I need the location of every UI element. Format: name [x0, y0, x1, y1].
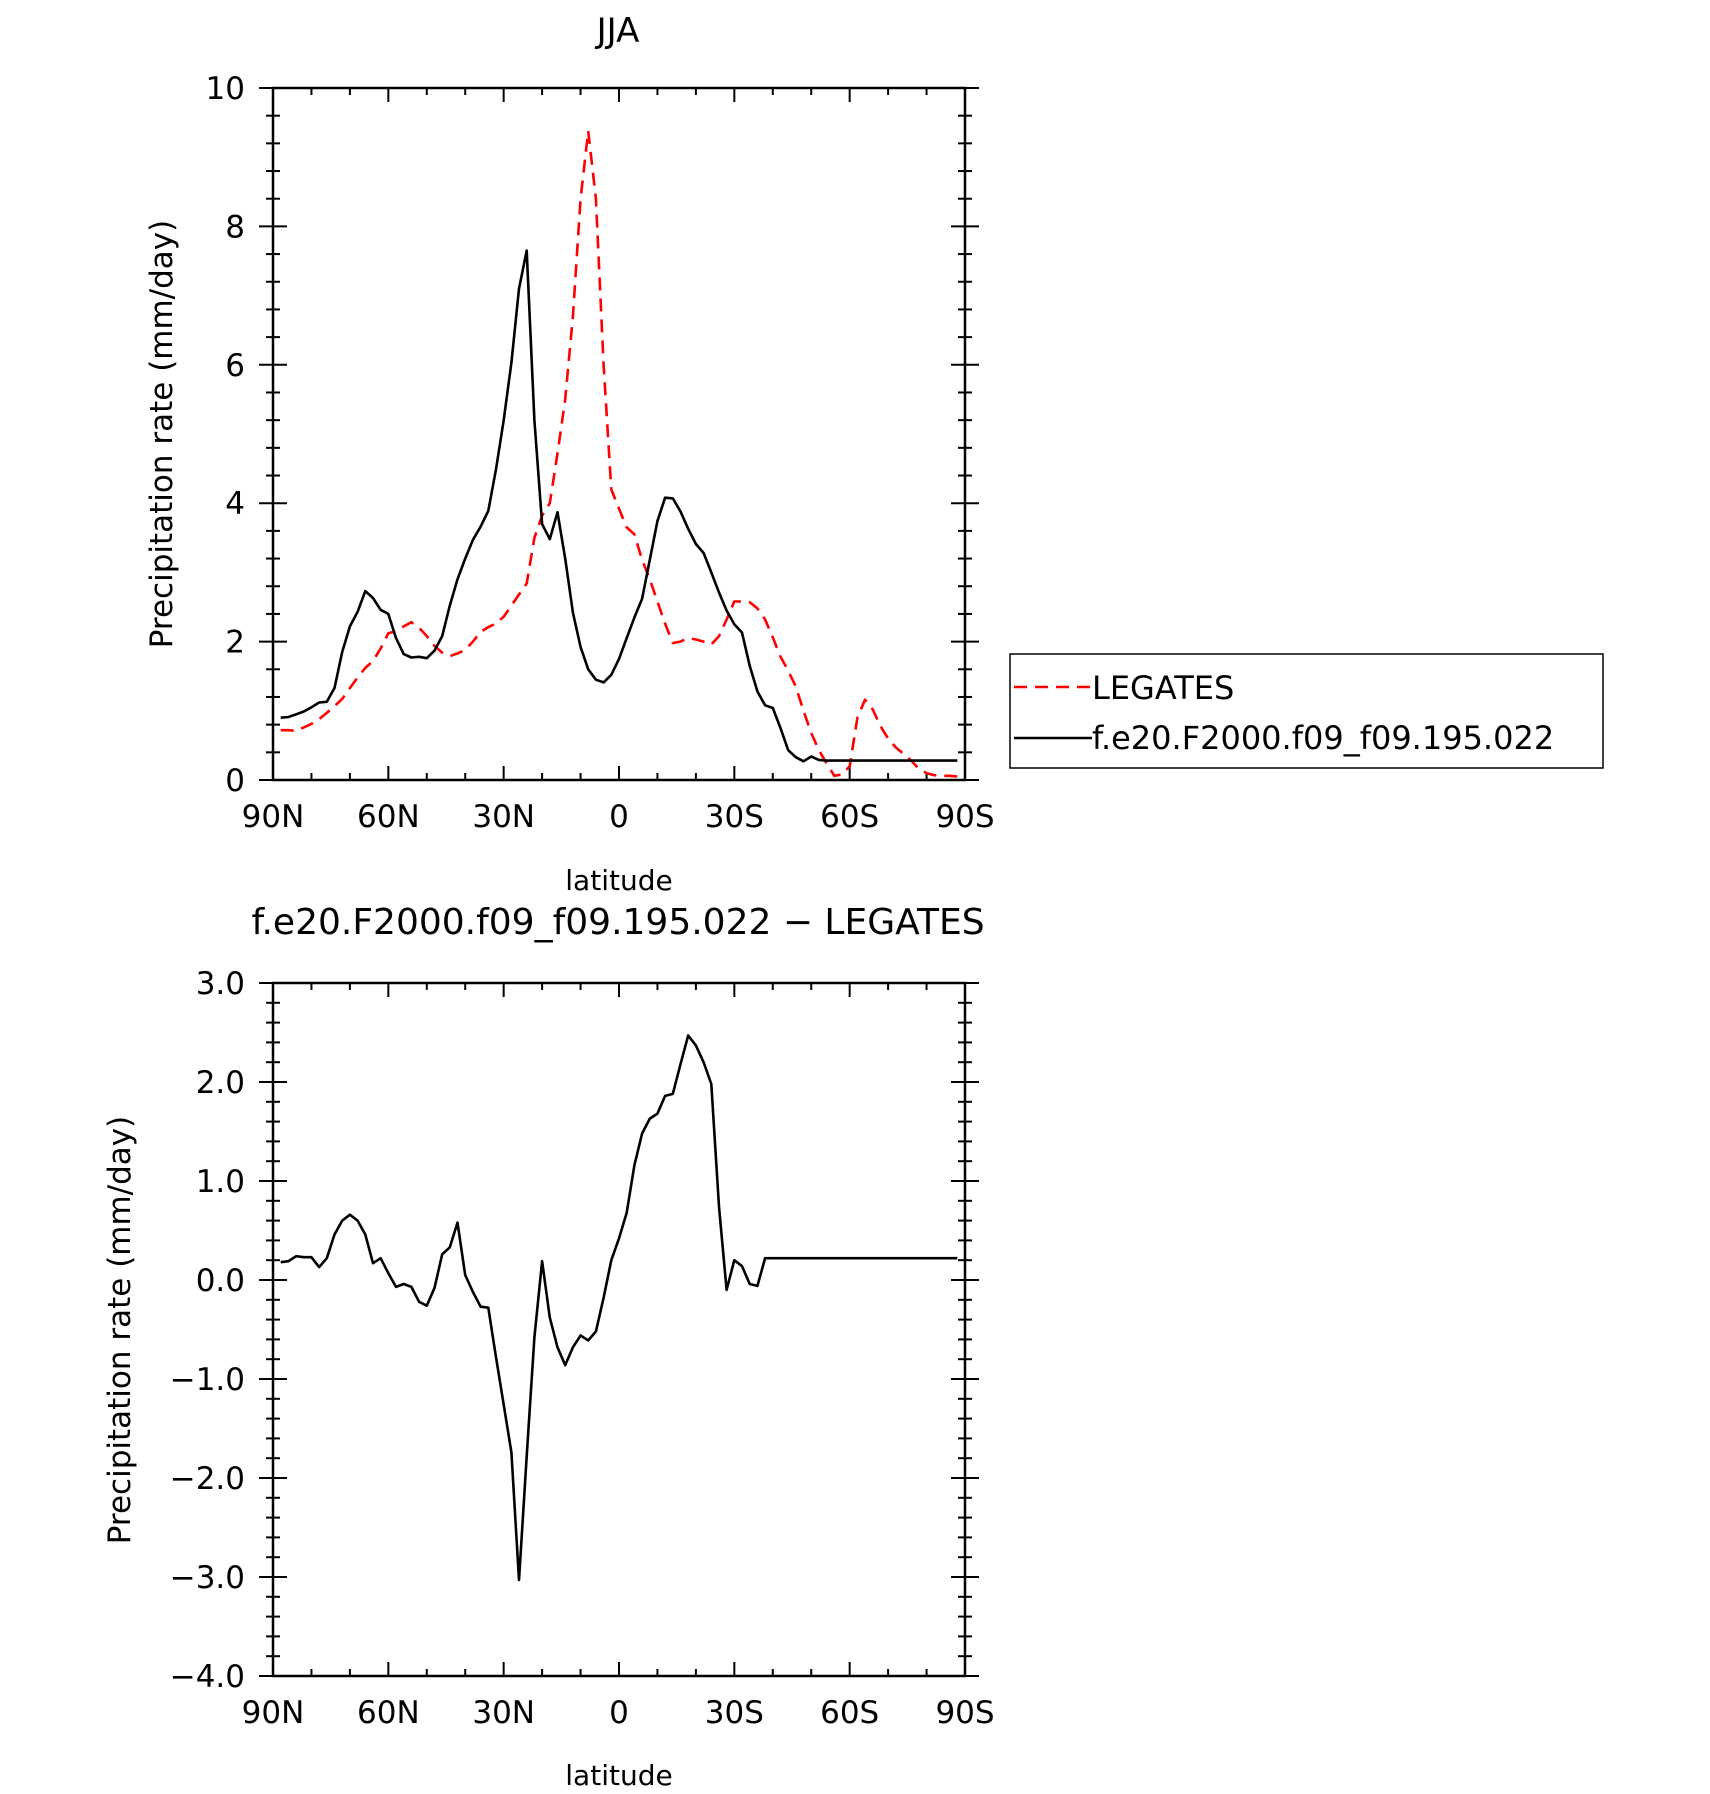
bottom-chart-y-tick-label: 2.0: [196, 1065, 245, 1101]
top-chart-y-tick-label: 8: [225, 209, 245, 245]
bottom-chart-y-tick-label: −2.0: [170, 1461, 245, 1497]
legend-box: [1009, 653, 1604, 769]
top-chart-ticks: 90N 60N 30N 0 30S 60S 90S 0 2 4 6 8 10: [206, 71, 995, 835]
bottom-chart-y-tick-label: −3.0: [170, 1560, 245, 1596]
bottom-chart-title: f.e20.F2000.f09_f09.195.022 − LEGATES: [251, 902, 984, 943]
top-chart-x-tick-label: 30N: [472, 799, 535, 835]
top-chart-frame: [271, 86, 967, 782]
bottom-chart-x-tick-label: 90S: [935, 1695, 994, 1731]
bottom-chart-series: [280, 1034, 958, 1582]
bottom-chart-y-tick-label: 1.0: [196, 1164, 245, 1200]
bottom-chart-ylabel: Precipitation rate (mm/day): [102, 1116, 138, 1545]
bottom-chart-x-tick-label: 60S: [820, 1695, 879, 1731]
bottom-chart-y-tick-label: 0.0: [196, 1263, 245, 1299]
top-chart-y-tick-label: 10: [206, 71, 245, 107]
bottom-chart-x-tick-label: 0: [609, 1695, 629, 1731]
top-chart-title: JJA: [595, 11, 640, 51]
top-chart-ylabel: Precipitation rate (mm/day): [144, 220, 180, 649]
bottom-chart: f.e20.F2000.f09_f09.195.022 − LEGATES 90…: [102, 902, 995, 1792]
top-chart-y-tick-label: 2: [225, 625, 245, 661]
top-chart-series: [280, 129, 958, 778]
bottom-chart-xlabel: latitude: [565, 1759, 672, 1792]
top-chart-x-tick-label: 60S: [820, 799, 879, 835]
top-chart: JJA 90N 60N 30N 0 30S 60S 90S 0 2 4 6 8 10 Precipita…: [144, 11, 1604, 897]
top-chart-x-tick-label: 90N: [242, 799, 305, 835]
top-chart-y-tick-label: 6: [225, 348, 245, 384]
bottom-chart-x-tick-label: 90N: [242, 1695, 305, 1731]
top-chart-y-tick-label: 0: [225, 763, 245, 799]
top-chart-y-tick-label: 4: [225, 486, 245, 522]
top-chart-x-tick-label: 90S: [935, 799, 994, 835]
legend-label-model: f.e20.F2000.f09_f09.195.022: [1092, 719, 1554, 757]
legend-label-legates: LEGATES: [1092, 669, 1234, 707]
bottom-chart-series-line-0: [280, 1034, 958, 1582]
top-chart-x-tick-label: 60N: [357, 799, 420, 835]
bottom-chart-y-tick-label: 3.0: [196, 966, 245, 1002]
bottom-chart-x-tick-label: 60N: [357, 1695, 420, 1731]
top-chart-xlabel: latitude: [565, 864, 672, 897]
bottom-chart-y-tick-label: −4.0: [170, 1659, 245, 1695]
top-chart-x-tick-label: 0: [609, 799, 629, 835]
top-chart-x-tick-label: 30S: [705, 799, 764, 835]
bottom-chart-x-tick-label: 30S: [705, 1695, 764, 1731]
bottom-chart-x-tick-label: 30N: [472, 1695, 535, 1731]
legend: LEGATES f.e20.F2000.f09_f09.195.022: [1009, 653, 1604, 769]
top-chart-series-line-1: [280, 249, 958, 763]
bottom-chart-y-tick-label: −1.0: [170, 1362, 245, 1398]
bottom-chart-frame: [271, 981, 967, 1678]
